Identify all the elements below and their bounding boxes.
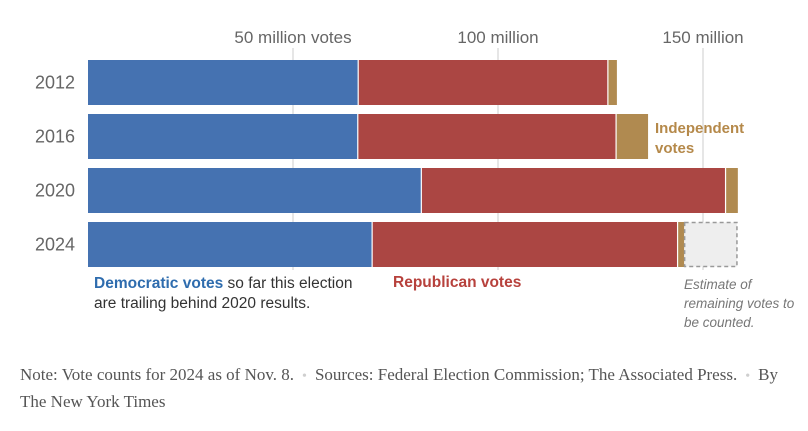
democratic-caption-text-2: are trailing behind 2020 results. [94, 295, 311, 312]
democratic-bar [88, 222, 373, 267]
bars [88, 60, 738, 268]
note-text: Note: Vote counts for 2024 as of Nov. 8. [20, 365, 295, 384]
stacked-bar-chart: 50 million votes 100 million 150 million 2… [35, 28, 748, 270]
x-tick-label: 100 million [457, 28, 538, 47]
remaining-line-1: Estimate of [684, 277, 752, 292]
independent-bar [725, 168, 738, 213]
democratic-caption-text: so far this election [223, 275, 353, 292]
remaining-estimate-bar [683, 221, 738, 268]
x-tick-label: 150 million [662, 28, 743, 47]
independent-bar [616, 114, 649, 159]
democratic-bar [88, 168, 422, 213]
republican-bar [372, 222, 678, 267]
x-tick-labels: 50 million votes 100 million 150 million [234, 28, 743, 47]
remaining-line-3: be counted. [684, 315, 755, 330]
republican-votes-label: Republican votes [393, 274, 521, 292]
independent-bar [607, 60, 617, 105]
year-labels: 2012 2016 2020 2024 [35, 73, 75, 255]
democratic-bar [88, 114, 358, 159]
remaining-votes-caption: Estimate of remaining votes to be counte… [684, 275, 794, 332]
year-label: 2024 [35, 235, 75, 255]
year-label: 2020 [35, 181, 75, 201]
sources-text: Sources: Federal Election Commission; Th… [314, 365, 738, 384]
republican-bar [421, 168, 726, 213]
republican-votes-text: Republican votes [393, 274, 522, 291]
year-label: 2012 [35, 73, 75, 93]
separator-dot: • [745, 369, 751, 384]
democratic-bar [88, 60, 359, 105]
remaining-line-2: remaining votes to [684, 296, 795, 311]
independent-votes-label: Independent votes [655, 120, 748, 157]
year-label: 2016 [35, 127, 75, 147]
democratic-votes-caption: Democratic votes so far this election ar… [94, 274, 352, 314]
democratic-votes-label: Democratic votes [94, 275, 224, 292]
republican-bar [358, 60, 608, 105]
independent-bar [677, 222, 685, 267]
byline-text: By The New York Times [20, 365, 778, 411]
separator-dot: • [302, 369, 307, 384]
x-tick-label: 50 million votes [234, 28, 351, 47]
republican-bar [357, 114, 617, 159]
footer-note: Note: Vote counts for 2024 as of Nov. 8.… [20, 362, 805, 414]
